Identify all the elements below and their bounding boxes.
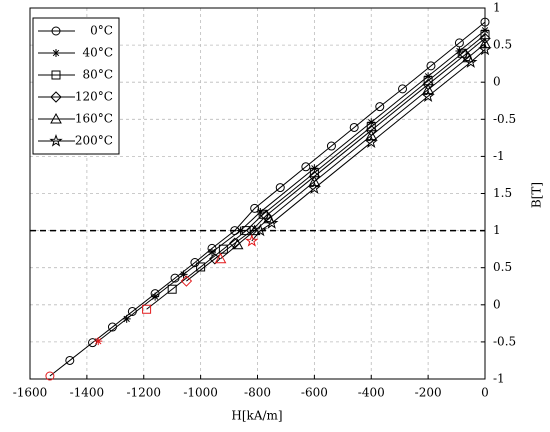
marker <box>122 314 131 323</box>
marker <box>236 226 245 235</box>
y-tick-label: 0 <box>493 75 501 89</box>
series-line <box>186 38 486 282</box>
x-tick-label: -1600 <box>13 386 48 400</box>
legend-label: 200°C <box>75 134 113 148</box>
y-tick-label: -1 <box>493 372 505 386</box>
legend-label: 40°C <box>83 46 113 60</box>
x-tick-label: -1000 <box>183 386 218 400</box>
marker <box>308 175 321 187</box>
x-axis-label: H[kA/m] <box>231 409 282 423</box>
marker <box>364 135 378 148</box>
marker <box>49 133 63 147</box>
y-tick-label: 0.5 <box>493 38 512 52</box>
marker <box>50 91 62 103</box>
marker <box>464 55 478 68</box>
series-line <box>97 29 486 342</box>
marker <box>245 233 259 247</box>
marker <box>50 112 62 124</box>
marker <box>480 17 490 27</box>
x-tick-label: 0 <box>481 386 489 400</box>
marker <box>256 208 265 217</box>
legend-label: 160°C <box>75 112 113 126</box>
marker <box>179 270 188 279</box>
marker <box>365 129 378 141</box>
marker <box>231 238 244 250</box>
marker <box>51 26 61 36</box>
y-tick-label: 1 <box>493 1 501 15</box>
marker <box>301 162 311 172</box>
x-tick-label: -1200 <box>126 386 161 400</box>
y-tick-label: -0.5 <box>493 112 516 126</box>
y-tick-label: 0 <box>493 297 501 311</box>
x-tick-label: -200 <box>415 386 442 400</box>
marker <box>422 83 434 95</box>
marker <box>151 292 160 301</box>
series-line <box>251 49 486 242</box>
marker <box>426 61 436 71</box>
y-tick-label: -0.5 <box>493 334 516 348</box>
marker <box>142 304 152 314</box>
x-tick-label: -800 <box>244 386 271 400</box>
marker <box>250 203 260 213</box>
marker <box>455 47 464 56</box>
legend-box <box>32 17 120 155</box>
marker <box>214 252 227 264</box>
marker <box>180 275 193 287</box>
marker <box>375 102 385 112</box>
marker <box>454 38 464 48</box>
marker <box>65 355 75 365</box>
marker <box>45 371 55 381</box>
y-tick-label: -1 <box>493 149 505 163</box>
marker <box>398 84 408 94</box>
legend-label: 120°C <box>75 90 113 104</box>
x-tick-label: -1400 <box>70 386 105 400</box>
y-tick-label: 0.5 <box>493 260 512 274</box>
marker <box>94 337 103 346</box>
marker <box>51 70 61 80</box>
legend-label: 0°C <box>90 24 113 38</box>
marker <box>52 49 60 57</box>
y-tick-label: 1 <box>493 223 501 237</box>
marker <box>326 141 336 151</box>
y-axis-label: B[T] <box>530 182 544 208</box>
y-tick-label: 1.5 <box>493 186 512 200</box>
marker <box>421 89 435 102</box>
x-tick-label: -400 <box>358 386 385 400</box>
marker <box>167 284 177 294</box>
marker <box>208 248 216 257</box>
x-tick-label: -600 <box>301 386 328 400</box>
marker <box>349 122 359 132</box>
marker <box>275 183 285 193</box>
marker <box>478 42 492 56</box>
marker <box>307 181 322 194</box>
plot-frame <box>29 7 486 380</box>
marker <box>479 37 491 49</box>
marker <box>253 223 268 237</box>
legend-label: 80°C <box>83 68 113 82</box>
marker <box>265 216 279 229</box>
